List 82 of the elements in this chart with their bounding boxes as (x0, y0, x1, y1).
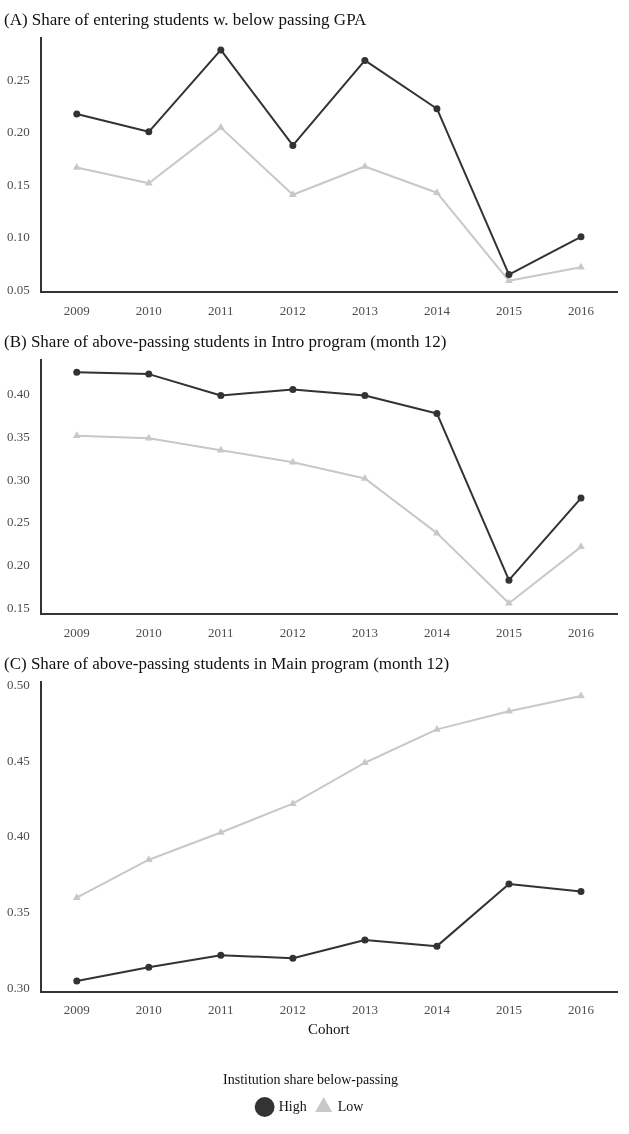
point (216, 123, 225, 130)
legend-label: High (278, 1098, 307, 1114)
y-tick-label: 0.25 (7, 71, 30, 87)
point (433, 942, 441, 950)
y-tick-label: 0.45 (7, 752, 30, 768)
x-tick-label: 2013 (351, 624, 378, 640)
point (72, 163, 81, 170)
point (577, 888, 585, 896)
x-tick-label: 2012 (279, 1001, 306, 1017)
y-tick-label: 0.30 (7, 471, 30, 487)
point (577, 691, 585, 699)
x-tick-label: 2011 (208, 624, 234, 640)
x-tick-label: 2010 (135, 302, 162, 318)
point (73, 368, 81, 376)
y-tick-label: 0.35 (7, 904, 30, 920)
point (361, 56, 369, 64)
y-tick-label: 0.15 (7, 599, 30, 615)
point (72, 431, 81, 438)
point (289, 141, 297, 149)
point (505, 880, 513, 888)
chart-title: (C) Share of above-passing students in Main program (month 12) (4, 653, 450, 673)
x-tick-label: 2016 (567, 302, 595, 318)
point (217, 951, 225, 959)
x-tick-label: 2012 (279, 302, 306, 318)
x-tick-label: 2015 (495, 1001, 522, 1017)
point (145, 128, 153, 136)
x-tick-label: 2013 (351, 302, 378, 318)
point (361, 936, 369, 944)
x-tick-label: 2009 (63, 624, 90, 640)
point (505, 271, 513, 279)
y-tick-label: 0.50 (7, 676, 30, 692)
y-tick-label: 0.40 (7, 386, 30, 402)
point (288, 190, 297, 198)
point (289, 954, 297, 962)
point (433, 188, 441, 195)
x-tick-label: 2016 (567, 624, 595, 640)
x-tick-label: 2010 (135, 1001, 162, 1017)
point (73, 977, 81, 985)
chart-title: (A) Share of entering students w. below passing GPA (4, 9, 368, 29)
point (217, 391, 225, 399)
x-tick-label: 2011 (208, 302, 234, 318)
y-tick-label: 0.20 (7, 124, 30, 140)
y-tick-label: 0.05 (7, 281, 30, 297)
point (289, 385, 297, 393)
point (433, 105, 441, 113)
y-tick-label: 0.15 (7, 176, 30, 192)
x-tick-label: 2014 (423, 624, 451, 640)
y-tick-label: 0.20 (7, 557, 30, 573)
legend-label: Low (337, 1098, 365, 1114)
x-tick-label: 2012 (279, 624, 306, 640)
x-tick-label: 2016 (567, 1001, 595, 1017)
point (577, 233, 585, 241)
x-tick-label: 2009 (63, 1001, 90, 1017)
point (145, 370, 153, 378)
chart-title: (B) Share of above-passing students in Intro program (month 12) (4, 331, 447, 351)
point (361, 391, 369, 399)
y-tick-label: 0.10 (7, 229, 30, 245)
y-tick-label: 0.25 (7, 514, 30, 530)
x-tick-label: 2015 (495, 302, 522, 318)
x-tick-label: 2009 (63, 302, 90, 318)
x-tick-label: 2015 (495, 624, 522, 640)
x-tick-label: 2014 (423, 302, 451, 318)
y-tick-label: 0.30 (7, 979, 30, 995)
x-tick-label: 2014 (423, 1001, 451, 1017)
x-tick-label: 2011 (208, 1001, 234, 1017)
point (577, 494, 585, 502)
y-tick-label: 0.40 (7, 828, 30, 844)
point (73, 110, 81, 118)
point (360, 473, 369, 481)
point (577, 542, 585, 550)
y-tick-label: 0.35 (7, 428, 30, 444)
legend-title: Institution share below-passing (223, 1071, 398, 1087)
point (145, 963, 153, 971)
point (433, 724, 441, 732)
x-tick-label: 2010 (135, 624, 162, 640)
point (72, 893, 81, 900)
point (505, 576, 513, 584)
point (217, 46, 225, 54)
x-tick-label: 2013 (351, 1001, 378, 1017)
point (505, 598, 513, 606)
x-axis-title: Cohort (308, 1021, 351, 1038)
point (433, 409, 441, 417)
